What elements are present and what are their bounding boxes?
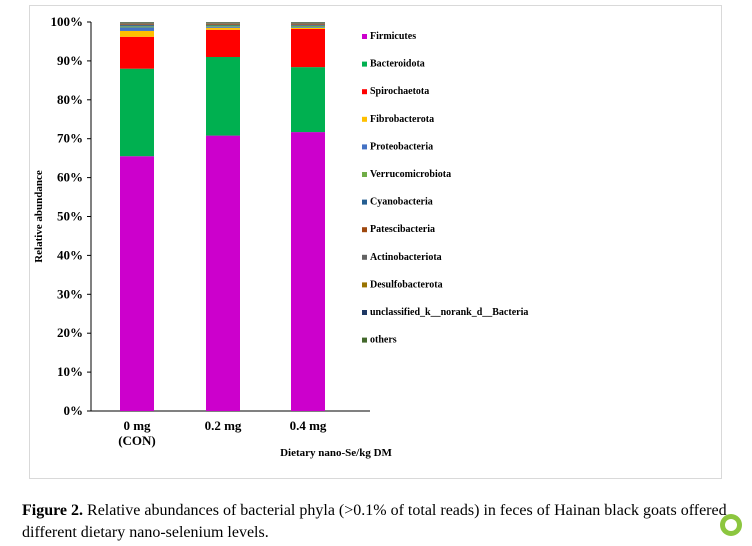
bar-segment — [291, 27, 325, 28]
bar-segment — [206, 25, 240, 27]
bar-segment — [120, 68, 154, 157]
legend-swatch — [362, 337, 367, 343]
legend-label: Patescibacteria — [370, 224, 435, 235]
legend-swatch — [362, 34, 367, 39]
x-tick-label: 0.4 mg — [290, 418, 327, 433]
bar-segment — [120, 25, 154, 27]
legend-swatch — [362, 89, 367, 95]
bar-segment — [291, 67, 325, 133]
x-tick-label: (CON) — [118, 433, 156, 448]
stacked-bar-chart: 0% 10% 20% 30% 40% 50% 60% 70% 80% 90% 100% 0 mg(CO… — [33, 14, 528, 459]
bar-segment — [206, 29, 240, 58]
y-tick-label: 60% — [57, 170, 83, 185]
legend-label: unclassified_k__norank_d__Bacteria — [370, 307, 528, 318]
legend-label: Bacteroidota — [370, 59, 425, 70]
y-tick-label: 20% — [57, 325, 83, 340]
figure-caption: Figure 2. Relative abundances of bacteri… — [22, 500, 742, 544]
legend-swatch — [362, 282, 367, 288]
bar-segment — [291, 132, 325, 411]
legend-swatch — [362, 199, 367, 205]
bar-segment — [291, 29, 325, 68]
y-tick-label: 90% — [57, 53, 83, 68]
legend-label: Fibrobacterota — [370, 114, 434, 125]
bar-segment — [206, 27, 240, 30]
legend-label: Firmicutes — [370, 31, 416, 42]
bar-segment — [120, 36, 154, 69]
bar-segment — [120, 24, 154, 26]
y-tick-label: 50% — [57, 209, 83, 224]
legend-swatch — [362, 61, 367, 67]
legend-swatch — [362, 310, 367, 315]
x-tick-label: 0.2 mg — [205, 418, 242, 433]
bar-segment — [291, 27, 325, 30]
bar-segment — [120, 156, 154, 411]
bar-segment — [120, 23, 154, 25]
y-tick-label: 40% — [57, 247, 83, 262]
y-tick-label: 30% — [57, 286, 83, 301]
legend-swatch — [362, 116, 367, 122]
leaf-icon — [720, 514, 742, 536]
y-tick-label: 10% — [57, 364, 83, 379]
bar-segment — [206, 57, 240, 136]
bar-segment — [206, 24, 240, 26]
caption-label: Figure 2. — [22, 502, 84, 519]
legend-label: Actinobacteriota — [370, 252, 442, 263]
legend-swatch — [362, 172, 367, 177]
y-tick-label: 0% — [64, 403, 84, 418]
bar-segment — [291, 23, 325, 25]
y-axis-title: Relative abundance — [33, 170, 45, 263]
legend-label: Cyanobacteria — [370, 197, 433, 208]
y-tick-label: 70% — [57, 131, 83, 146]
bar-segment — [291, 24, 325, 26]
bar-segment — [120, 30, 154, 37]
chart-frame: 0% 10% 20% 30% 40% 50% 60% 70% 80% 90% 100% 0 mg (CO… — [29, 5, 722, 479]
bar-segment — [206, 23, 240, 24]
bar-segment — [206, 135, 240, 411]
x-tick-label: 0 mg — [123, 418, 151, 433]
bar-segment — [206, 26, 240, 28]
y-tick-label: 100% — [51, 14, 84, 29]
bar-segment — [120, 26, 154, 28]
legend-label: Desulfobacterota — [370, 279, 443, 290]
bar-segment — [120, 27, 154, 31]
bar-segment — [291, 25, 325, 26]
legend-swatch — [362, 144, 367, 150]
caption-text: Relative abundances of bacterial phyla (… — [22, 502, 727, 541]
x-axis-title: Dietary nano-Se/kg DM — [280, 447, 392, 459]
legend-label: others — [370, 335, 397, 346]
bar-segment — [291, 25, 325, 28]
legend-label: Spirochaetota — [370, 86, 429, 97]
legend-label: Verrucomicrobiota — [370, 169, 451, 180]
legend-swatch — [362, 254, 367, 260]
legend-swatch — [362, 227, 367, 233]
legend-label: Proteobacteria — [370, 141, 433, 152]
y-tick-label: 80% — [57, 92, 83, 107]
bar-segment — [206, 23, 240, 25]
